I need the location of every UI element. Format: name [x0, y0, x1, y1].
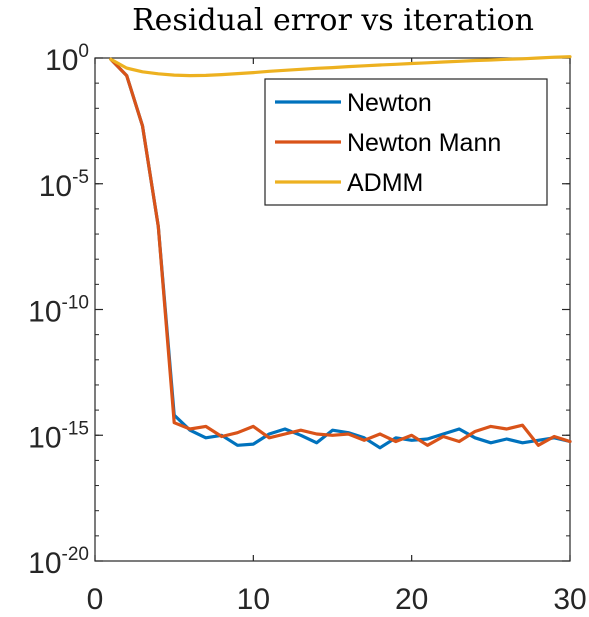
- series-layer: [109, 55, 572, 450]
- legend-label-admm: ADMM: [347, 169, 423, 197]
- y-tick-label: 10-15: [28, 418, 89, 454]
- y-tick-label: 100: [45, 41, 89, 77]
- y-tick-label: 10-5: [39, 167, 89, 203]
- series-line-newton-mann: [109, 57, 572, 447]
- chart-title: Residual error vs iteration: [132, 3, 534, 38]
- x-tick-label: 0: [87, 583, 104, 616]
- legend-label-newton: Newton: [347, 89, 432, 117]
- x-tick-label: 10: [237, 583, 270, 616]
- x-tick-label: 20: [395, 583, 428, 616]
- legend-label-newton-mann: Newton Mann: [347, 129, 501, 157]
- y-tick-label: 10-10: [28, 293, 89, 329]
- legend: Newton Newton Mann ADMM: [264, 78, 548, 206]
- axis-ticks: 0 10 20 30 100 10-5 10-10 10-15 10-20: [28, 41, 587, 616]
- series-line-admm: [109, 55, 572, 78]
- x-tick-label: 30: [553, 583, 586, 616]
- y-tick-label: 10-20: [28, 544, 89, 580]
